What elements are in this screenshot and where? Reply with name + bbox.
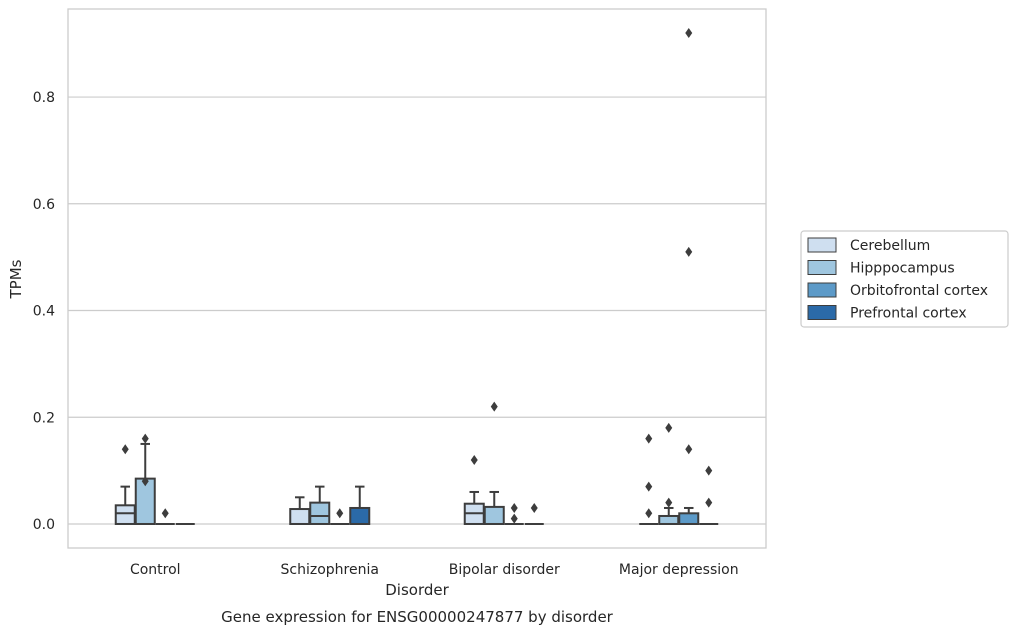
boxes — [114, 28, 719, 525]
figure-caption: Gene expression for ENSG00000247877 by d… — [221, 608, 614, 626]
box — [289, 508, 311, 525]
x-tick-label: Schizophrenia — [281, 562, 379, 578]
outlier-point — [470, 454, 478, 465]
outlier-point — [685, 444, 693, 455]
legend-swatch — [807, 237, 837, 253]
box-group — [658, 422, 680, 525]
box — [483, 505, 505, 525]
x-axis-label: Disorder — [385, 581, 449, 599]
gridlines — [68, 96, 766, 525]
y-axis-label: TPMs — [7, 259, 25, 299]
box — [114, 504, 136, 525]
outlier-point — [645, 508, 653, 519]
outlier-point — [510, 513, 518, 524]
box — [349, 506, 371, 525]
outlier-point — [121, 444, 129, 455]
outlier-point — [705, 465, 713, 476]
box-group — [309, 485, 331, 525]
legend-label: Cerebellum — [850, 238, 930, 254]
legend-label: Prefrontal cortex — [850, 306, 967, 322]
y-axis-ticks: 0.0 0.2 0.4 0.6 0.8 — [33, 90, 55, 533]
x-tick-label: Major depression — [619, 562, 739, 578]
y-tick-label: 0.6 — [33, 197, 55, 213]
legend-label: Hipppocampus — [850, 261, 955, 277]
box-group — [349, 485, 371, 525]
legend-swatch — [807, 260, 837, 275]
box-group — [289, 496, 311, 525]
box-group — [114, 444, 136, 525]
box-group — [699, 465, 719, 525]
y-tick-label: 0.8 — [33, 90, 55, 106]
legend-label: Orbitofrontal cortex — [850, 283, 988, 299]
box-group — [504, 502, 524, 525]
legend-frame — [800, 230, 1009, 328]
x-axis-ticks: Control Schizophrenia Bipolar disorder Majo… — [130, 562, 739, 578]
outlier-point — [645, 433, 653, 444]
outlier-point — [161, 508, 169, 519]
outlier-point — [336, 508, 344, 519]
box-group — [678, 28, 700, 525]
legend: Cerebellum Hipppocampus Orbitofrontal cort… — [800, 230, 1009, 328]
y-tick-label: 0.4 — [33, 304, 55, 320]
x-tick-label: Control — [130, 562, 181, 578]
y-tick-label: 0.0 — [33, 517, 55, 533]
box — [309, 501, 331, 525]
outlier-point — [685, 246, 693, 257]
plot-frame — [67, 8, 767, 549]
outlier-point — [141, 476, 149, 487]
y-tick-label: 0.2 — [33, 410, 55, 426]
outlier-point — [705, 497, 713, 508]
x-tick-label: Bipolar disorder — [449, 562, 560, 578]
box-group — [134, 433, 156, 525]
outlier-point — [685, 28, 693, 39]
legend-swatch — [807, 282, 837, 298]
outlier-point — [490, 401, 498, 412]
outlier-point — [530, 502, 538, 513]
outlier-point — [141, 433, 149, 444]
outlier-point — [510, 502, 518, 513]
legend-swatch — [807, 305, 837, 320]
outlier-point — [645, 481, 653, 492]
outlier-point — [665, 497, 673, 508]
box — [678, 512, 700, 525]
box-group — [483, 401, 505, 525]
box-group — [330, 508, 350, 525]
outlier-point — [665, 422, 673, 433]
box-group — [463, 454, 485, 525]
box — [658, 514, 680, 525]
box-group — [524, 502, 544, 525]
box-group — [155, 508, 175, 525]
box-group — [639, 433, 659, 525]
